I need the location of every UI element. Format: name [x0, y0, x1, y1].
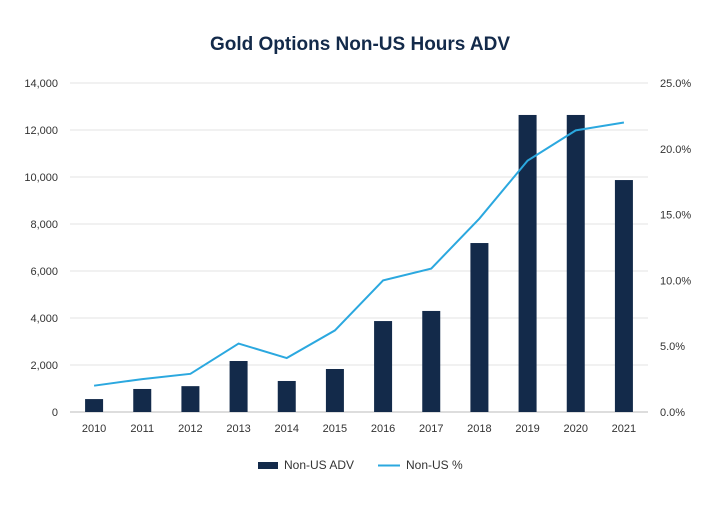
legend-label-line: Non-US %: [406, 458, 463, 472]
bar: [566, 114, 585, 413]
y2-tick-label: 20.0%: [660, 144, 691, 156]
legend-swatch-bar: [258, 462, 278, 469]
line-series: [93, 121, 625, 387]
y-tick-label: 6,000: [30, 266, 58, 278]
y-tick-label: 4,000: [30, 313, 58, 325]
bar: [181, 386, 200, 412]
chart-title: Gold Options Non-US Hours ADV: [210, 34, 510, 55]
x-tick-label: 2015: [323, 423, 347, 435]
bar: [374, 321, 393, 412]
legend: Non-US ADV Non-US %: [258, 458, 463, 472]
bar: [229, 361, 248, 412]
x-tick-label: 2011: [130, 423, 154, 435]
x-tick-label: 2021: [612, 423, 636, 435]
y-tick-label: 14,000: [24, 78, 58, 90]
y2-tick-label: 25.0%: [660, 78, 691, 90]
y2-tick-label: 10.0%: [660, 275, 691, 287]
x-tick-label: 2019: [515, 423, 539, 435]
x-tick-label: 2017: [419, 423, 443, 435]
y-tick-label: 2,000: [30, 360, 58, 372]
x-tick-label: 2018: [467, 423, 491, 435]
y-tick-label: 12,000: [24, 125, 58, 137]
x-tick-label: 2012: [178, 423, 202, 435]
bar: [422, 310, 441, 412]
x-tick-label: 2010: [82, 423, 106, 435]
bar: [518, 114, 537, 413]
x-tick-label: 2016: [371, 423, 395, 435]
y-tick-label: 10,000: [24, 172, 58, 184]
bar: [470, 243, 489, 412]
legend-label-bar: Non-US ADV: [284, 458, 354, 472]
bar: [614, 180, 633, 412]
x-tick-label: 2020: [564, 423, 588, 435]
bar: [133, 388, 152, 412]
x-tick-label: 2014: [275, 423, 299, 435]
y2-tick-label: 5.0%: [660, 341, 685, 353]
bar: [325, 368, 344, 412]
y-tick-label: 0: [52, 407, 58, 419]
y2-tick-label: 15.0%: [660, 210, 691, 222]
y-tick-label: 8,000: [30, 219, 58, 231]
y2-tick-label: 0.0%: [660, 407, 685, 419]
bar: [85, 399, 104, 412]
bar: [277, 380, 296, 412]
x-tick-label: 2013: [226, 423, 250, 435]
